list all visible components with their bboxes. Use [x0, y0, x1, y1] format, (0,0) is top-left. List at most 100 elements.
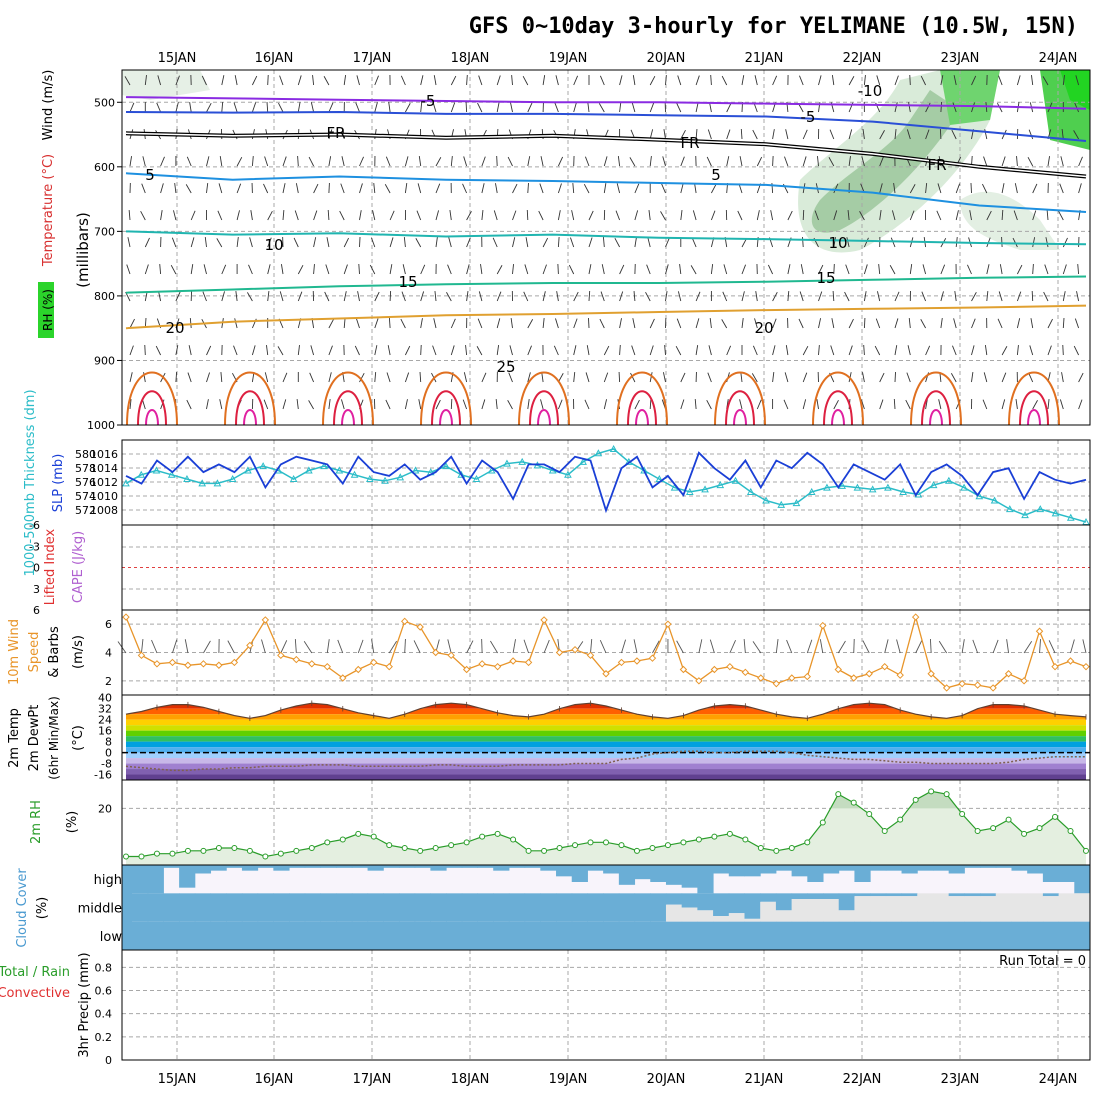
wind-barb [420, 344, 422, 356]
contour-35 [831, 409, 845, 426]
wind-barb [767, 264, 774, 275]
wind-barb [542, 237, 549, 248]
cloud-bar-high [1042, 865, 1060, 882]
thickness-point [777, 500, 786, 508]
cloud-bar-high [508, 865, 526, 868]
thickness-point [183, 475, 191, 483]
wind-barb [159, 263, 162, 275]
date-label-bottom: 17JAN [353, 1072, 392, 1087]
cloud-bar-low [618, 921, 636, 950]
wind-barb [908, 102, 911, 113]
wind-speed-point [788, 674, 796, 682]
rh-tick-label: 20 [98, 802, 112, 815]
cloud-bar-middle [289, 893, 306, 922]
cloud-bar-high [540, 865, 557, 871]
wind-barb [953, 75, 957, 86]
wind-barb [405, 103, 411, 113]
wind-barb [129, 318, 135, 329]
wind-barb [971, 345, 975, 356]
wind-barb [236, 156, 243, 167]
wind-barb [388, 102, 391, 113]
cloud-bar-low [493, 921, 510, 950]
wind-barb [1042, 76, 1049, 86]
cloud-bar-low [289, 921, 306, 950]
wind-barb [481, 156, 486, 167]
contour-freezing-inner [125, 132, 1087, 178]
wind-barb [156, 102, 162, 113]
wind-barb [603, 156, 608, 167]
rh-point [773, 847, 780, 854]
wind-barb [969, 210, 972, 221]
cloud-bar-low [257, 921, 274, 950]
wind-barb [328, 156, 332, 167]
cloud-gap-middle [697, 910, 714, 922]
wind-speed-point [695, 677, 703, 685]
wind-barb [1001, 236, 1003, 248]
wind-barb [1073, 130, 1079, 140]
wind-barb-10m [227, 640, 235, 654]
wind-barb [540, 399, 544, 410]
rh-point [711, 833, 718, 840]
contour-25 [1008, 371, 1060, 426]
wind-barb [450, 156, 453, 167]
wind-barb [450, 398, 453, 410]
wind-speed-point [168, 658, 177, 667]
wind-barb [894, 129, 897, 140]
wind-barb [282, 209, 285, 221]
wind-barb [894, 345, 898, 356]
wind-barb-10m [837, 640, 846, 654]
wind-barb [787, 290, 790, 302]
contour-35 [145, 409, 159, 426]
cloud-gap-middle [728, 913, 745, 922]
cloud-bar-middle [132, 893, 149, 922]
wind-barb [614, 237, 620, 248]
wind-barb [185, 184, 192, 194]
wind-barb [203, 264, 207, 275]
temp-bands [126, 703, 1086, 780]
rh-point [479, 833, 486, 840]
wind-barb [526, 209, 529, 221]
wind-barb [462, 183, 468, 194]
wind-barb [206, 345, 212, 356]
cloud-bar-high [681, 865, 698, 888]
rh-point [541, 847, 548, 854]
thickness-point [884, 483, 892, 491]
wind-speed-point [664, 620, 672, 628]
cloud-bar-high [665, 865, 683, 885]
cloud-bar-middle [823, 893, 840, 899]
cloud-bar-low [964, 921, 981, 950]
wind-barb [573, 372, 576, 383]
rh-point [138, 853, 145, 860]
contour-label: 15 [398, 273, 417, 291]
thickness-point [381, 476, 389, 484]
precip-tick-label: 0.8 [95, 961, 113, 974]
y-label-minmax: (6hr Min/Max) [47, 696, 61, 780]
wind-barb [905, 399, 911, 410]
thickness-point [472, 475, 481, 483]
rh-point [680, 839, 687, 846]
thickness-point [685, 487, 694, 495]
wind-barb [751, 373, 758, 383]
cloud-gap-middle [1027, 893, 1044, 922]
wind-barb [481, 183, 485, 194]
wind-barb [369, 264, 376, 275]
cloud-bar-low [179, 921, 196, 950]
cloud-bar-low [728, 921, 745, 950]
wind-barb-10m [523, 639, 530, 654]
cloud-bar-high [241, 865, 259, 871]
rh-point [184, 847, 191, 854]
wind-barb [634, 237, 637, 248]
wind-barb [359, 236, 361, 248]
wind-barb [282, 183, 286, 194]
wind-barb [893, 183, 896, 194]
wind-barb [971, 318, 976, 329]
wind-barb [970, 182, 972, 194]
wind-speed-point [942, 684, 951, 692]
contour-label: 5 [145, 166, 155, 184]
wind-barb [603, 399, 607, 410]
wind-barb [403, 237, 406, 248]
wind-barb-10m [280, 640, 288, 654]
wind-barb [741, 318, 744, 329]
cloud-bar-low [320, 921, 337, 950]
wind-barb [267, 264, 271, 275]
